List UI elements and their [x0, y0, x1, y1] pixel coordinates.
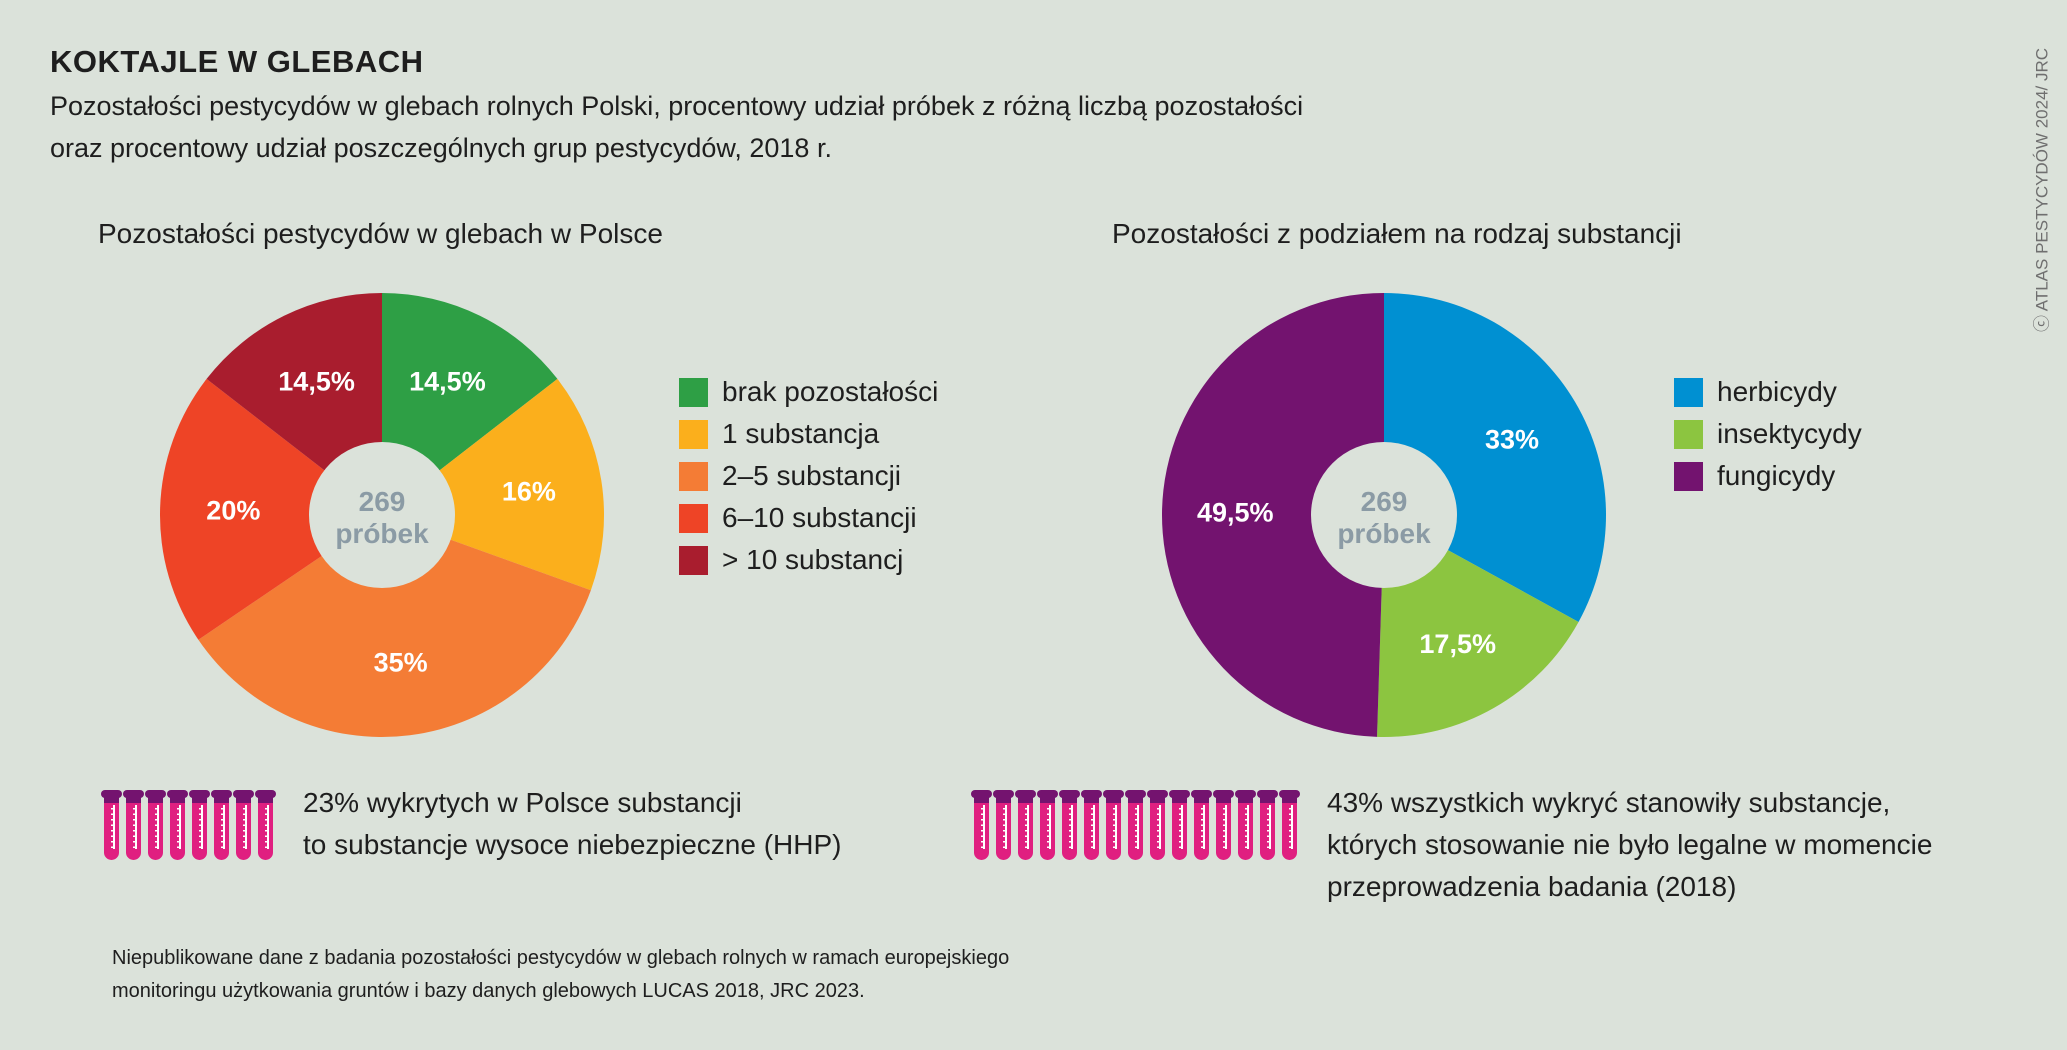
legend-swatch	[679, 461, 708, 491]
legend-label: herbicydy	[1717, 376, 1837, 407]
chart-title-left: Pozostałości pestycydów w glebach w Pols…	[98, 218, 663, 249]
legend-item: > 10 substancj	[679, 544, 903, 576]
test-tube-icon	[993, 790, 1014, 860]
note-right-line: 43% wszystkich wykryć stanowiły substanc…	[1327, 787, 1891, 818]
page-title: KOKTAJLE W GLEBACH	[50, 44, 424, 79]
slice-label: 17,5%	[1419, 629, 1496, 659]
test-tube-icon	[1235, 790, 1256, 860]
slice-label: 49,5%	[1197, 498, 1274, 528]
test-tube-icon	[1147, 790, 1168, 860]
test-tube-icon	[1169, 790, 1190, 860]
center-label: 269	[359, 486, 406, 517]
test-tube-icon	[233, 790, 254, 860]
legend-label: 1 substancja	[722, 418, 880, 449]
pie-slice	[198, 515, 591, 738]
test-tube-icon	[1257, 790, 1278, 860]
legend-item: insektycydy	[1674, 418, 1862, 450]
legend-label: 2–5 substancji	[722, 460, 902, 491]
test-tube-icon	[167, 790, 188, 860]
test-tube-icon	[1037, 790, 1058, 860]
note-left-line: to substancje wysoce niebezpieczne (HHP)	[303, 829, 842, 860]
test-tube-icon	[971, 790, 992, 860]
legend-label: brak pozostałości	[722, 376, 939, 407]
legend-item: 6–10 substancji	[679, 502, 917, 534]
pie-slice	[382, 378, 605, 591]
slice-label: 20%	[206, 495, 260, 525]
test-tube-icon	[145, 790, 166, 860]
pie-center-hole	[309, 442, 455, 588]
legend-swatch	[679, 503, 708, 533]
test-tube-icon	[1213, 790, 1234, 860]
test-tube-icon	[1015, 790, 1036, 860]
slice-label: 33%	[1485, 424, 1539, 454]
note-right-line: przeprowadzenia badania (2018)	[1327, 871, 1737, 902]
center-label: 269	[1361, 486, 1408, 517]
test-tube-icon	[1191, 790, 1212, 860]
slice-label: 14,5%	[278, 366, 355, 396]
legend-swatch	[679, 419, 708, 449]
test-tube-icon	[1125, 790, 1146, 860]
legend-label: > 10 substancj	[722, 544, 904, 575]
legend-item: brak pozostałości	[679, 376, 938, 408]
test-tube-icon	[1103, 790, 1124, 860]
test-tube-icon	[123, 790, 144, 860]
legend-swatch	[679, 377, 708, 407]
legend-label: 6–10 substancji	[722, 502, 917, 533]
chart-title-right: Pozostałości z podziałem na rodzaj subst…	[1112, 218, 1682, 249]
source-footnote: Niepublikowane dane z badania pozostałoś…	[112, 942, 1009, 1008]
subtitle-line-1: Pozostałości pestycydów w glebach rolnyc…	[50, 91, 1304, 121]
test-tube-icon	[255, 790, 276, 860]
footnote-line: monitoringu użytkowania gruntów i bazy d…	[112, 980, 865, 1002]
test-tube-icon	[1279, 790, 1300, 860]
pie-center-hole	[1311, 442, 1457, 588]
slice-label: 14,5%	[409, 366, 486, 396]
test-tube-icon	[211, 790, 232, 860]
pie-slice	[1161, 293, 1384, 737]
legend-swatch	[1674, 377, 1703, 407]
legend-label: fungicydy	[1717, 460, 1836, 491]
slice-label: 35%	[374, 648, 428, 678]
test-tube-icon	[189, 790, 210, 860]
footnote-line: Niepublikowane dane z badania pozostałoś…	[112, 947, 1010, 969]
test-tube-icon	[101, 790, 122, 860]
center-label: próbek	[335, 518, 429, 549]
legend-item: 2–5 substancji	[679, 460, 901, 492]
pie-slice	[159, 378, 382, 640]
legend-label: insektycydy	[1717, 418, 1862, 449]
note-right-line: których stosowanie nie było legalne w mo…	[1327, 829, 1933, 860]
legend-swatch	[679, 545, 708, 575]
test-tube-icon	[1059, 790, 1080, 860]
legend-item: herbicydy	[1674, 376, 1837, 408]
legend-item: fungicydy	[1674, 460, 1835, 492]
legend-swatch	[1674, 419, 1703, 449]
note-left: 23% wykrytych w Polsce substancji to sub…	[303, 782, 841, 866]
note-right: 43% wszystkich wykryć stanowiły substanc…	[1327, 782, 1932, 908]
slice-label: 16%	[502, 477, 556, 507]
test-tube-icon	[1081, 790, 1102, 860]
legend-item: 1 substancja	[679, 418, 879, 450]
subtitle-line-2: oraz procentowy udział poszczególnych gr…	[50, 133, 832, 163]
center-label: próbek	[1337, 518, 1431, 549]
note-left-line: 23% wykrytych w Polsce substancji	[303, 787, 742, 818]
legend-swatch	[1674, 461, 1703, 491]
